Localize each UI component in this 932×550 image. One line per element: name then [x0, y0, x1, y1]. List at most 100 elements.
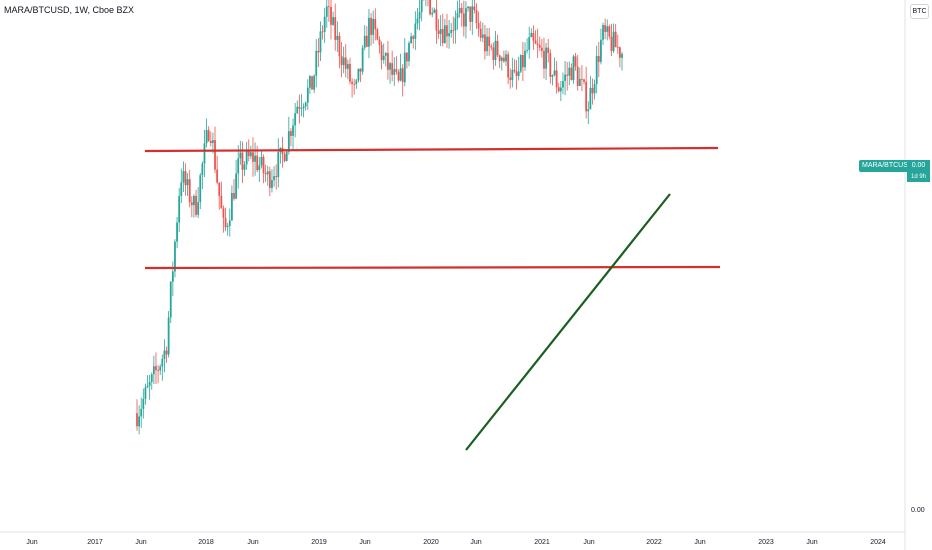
candle-body: [393, 69, 396, 75]
candle-body: [315, 50, 318, 76]
candle-body: [403, 52, 406, 83]
candle-body: [568, 67, 571, 76]
candle-body: [212, 140, 214, 144]
candle-body: [521, 54, 524, 68]
candle-body: [467, 6, 469, 9]
time-axis-tick-4: Jun: [247, 539, 258, 546]
candle-body: [262, 156, 265, 174]
candle-body: [184, 171, 187, 186]
candle-body: [311, 76, 313, 90]
candle-body: [205, 130, 208, 144]
candle-body: [317, 50, 320, 53]
candle-body: [452, 30, 455, 31]
candle-body: [174, 241, 176, 272]
candle-body: [437, 30, 440, 34]
candle-body: [142, 398, 145, 409]
candle-body: [155, 366, 157, 371]
candle-body: [304, 102, 307, 107]
candle-body: [587, 109, 590, 112]
red-horizontal-line-0[interactable]: [144, 146, 719, 153]
candle-body: [382, 55, 385, 61]
candle-body: [391, 63, 394, 75]
time-axis-tick-3: 2018: [198, 539, 214, 546]
candle-body: [323, 16, 326, 32]
candle-body: [488, 36, 491, 47]
candle-body: [193, 195, 195, 206]
candle-body: [167, 317, 170, 355]
red-horizontal-line-1[interactable]: [144, 265, 721, 270]
candle-body: [319, 31, 322, 53]
candlestick-series: [136, 0, 623, 435]
candle-body: [536, 43, 539, 46]
candle-body: [446, 25, 448, 37]
candle-body: [406, 52, 408, 62]
candle-body: [475, 10, 478, 24]
currency-badge[interactable]: BTC: [910, 4, 929, 19]
candle-body: [618, 47, 621, 58]
candle-body: [216, 169, 219, 183]
symbol-price-tag: MARA/BTCUSD: [859, 160, 916, 172]
candle-body: [519, 54, 522, 72]
candle-body: [336, 35, 339, 40]
candle-body: [309, 76, 311, 88]
candle-body: [484, 34, 486, 52]
candle-body: [524, 50, 526, 68]
candle-body: [530, 33, 533, 38]
candle-body: [277, 152, 280, 178]
candle-body: [340, 56, 343, 66]
candle-body: [171, 271, 174, 282]
candle-body: [511, 69, 514, 80]
candle-body: [241, 152, 244, 170]
candle-body: [203, 143, 206, 164]
candle-body: [256, 155, 259, 171]
time-axis-tick-5: 2019: [311, 539, 327, 546]
candle-body: [395, 69, 398, 72]
candle-body: [209, 140, 212, 144]
candle-body: [218, 182, 221, 196]
candle-body: [401, 68, 404, 83]
candle-body: [220, 195, 223, 209]
candle-body: [370, 17, 372, 35]
price-axis-tick[interactable]: 0.00: [911, 507, 925, 514]
candle-body: [600, 39, 602, 62]
candle-body: [300, 108, 303, 109]
candle-body: [150, 374, 153, 382]
time-axis-tick-0: Jun: [26, 539, 37, 546]
candle-body: [332, 17, 335, 25]
candle-body: [481, 34, 484, 38]
candle-body: [334, 17, 337, 40]
candle-body: [469, 6, 472, 22]
candle-body: [606, 26, 609, 32]
green-trendline[interactable]: [465, 193, 671, 451]
time-axis[interactable]: Jun 2017 Jun 2018 Jun 2019 Jun 2020 Jun 2021 Jun 20…: [26, 539, 886, 546]
candle-body: [462, 13, 465, 27]
candle-body: [344, 57, 347, 69]
candle-body: [378, 39, 381, 45]
candle-body: [258, 165, 261, 171]
candle-body: [473, 6, 476, 11]
candle-body: [165, 350, 168, 355]
candle-body: [239, 152, 242, 159]
candle-body: [460, 7, 463, 14]
candle-body: [148, 381, 151, 386]
candle-body: [602, 25, 604, 40]
candle-body: [268, 171, 271, 188]
candle-body: [363, 35, 366, 48]
candle-body: [397, 71, 400, 81]
time-axis-tick-8: Jun: [470, 539, 481, 546]
candle-body: [500, 57, 503, 61]
candle-body: [176, 222, 178, 242]
candle-body: [159, 366, 162, 371]
candle-body: [408, 43, 410, 62]
candle-body: [207, 130, 210, 141]
drawing-layer[interactable]: [144, 146, 721, 451]
candle-body: [342, 57, 345, 66]
candle-body: [247, 150, 250, 157]
candle-body: [357, 68, 360, 81]
candle-body: [509, 77, 512, 80]
candle-body: [454, 18, 457, 31]
candle-body: [201, 163, 204, 176]
candle-body: [152, 366, 155, 375]
candle-body: [346, 63, 349, 69]
